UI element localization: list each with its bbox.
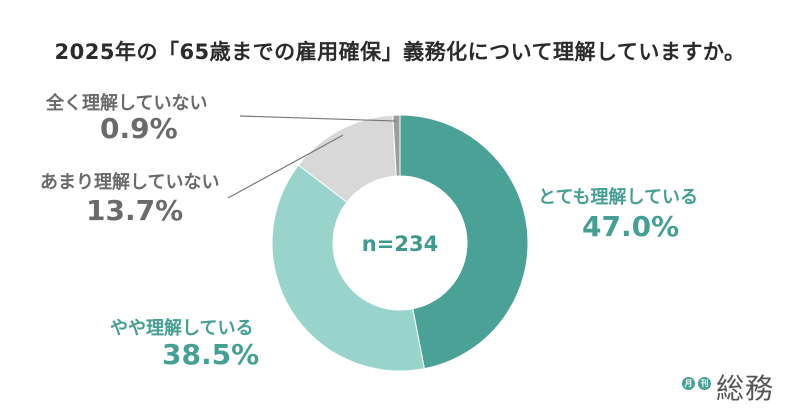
chart-title: 2025年の「65歳までの雇用確保」義務化について理解していますか。: [54, 40, 746, 64]
logo-badge-publication: 刊: [698, 377, 711, 390]
label-name-none: 全く理解していない: [46, 93, 208, 114]
label-name-somewhat: やや理解している: [110, 318, 254, 339]
donut-slice: [399, 114, 529, 370]
label-value-little: 13.7%: [86, 194, 184, 227]
center-label: n=234: [362, 232, 438, 256]
label-value-none: 0.9%: [100, 112, 178, 145]
gekkan-soumu-logo: 月 刊 総務: [682, 373, 782, 405]
logo-text: 総務: [716, 372, 775, 405]
donut-slice: [271, 164, 425, 372]
leader-line: [239, 115, 397, 122]
logo-badge-month: 月: [682, 377, 695, 390]
donut-slice: [392, 114, 401, 177]
leader-line: [227, 134, 344, 199]
label-value-somewhat: 38.5%: [162, 338, 260, 371]
label-name-very: とても理解している: [538, 187, 699, 208]
label-name-little: あまり理解していない: [40, 172, 220, 193]
label-value-very: 47.0%: [582, 210, 680, 243]
